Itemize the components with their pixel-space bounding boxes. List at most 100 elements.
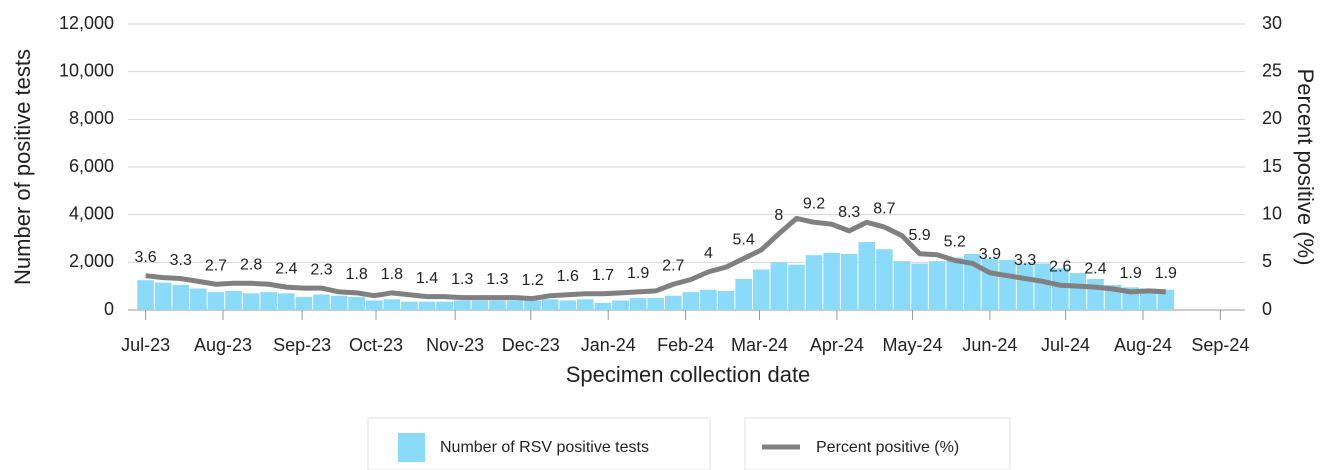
bar [999,259,1016,310]
bar [1087,279,1104,310]
x-tick-label: Nov-23 [426,335,484,355]
value-label: 1.3 [486,271,508,288]
value-label: 5.2 [944,234,966,251]
bar [893,261,911,310]
value-label: 3.9 [979,246,1001,263]
bar [154,282,172,310]
bar [1157,289,1175,310]
bar [700,289,717,310]
value-label: 1.8 [346,266,368,283]
bar [682,292,700,310]
value-label: 8.7 [873,200,895,217]
value-label: 2.8 [240,257,262,274]
value-label: 1.4 [416,270,438,287]
value-label: 1.2 [521,272,543,289]
bar [770,262,788,310]
legend-box [744,417,1011,470]
bar [805,255,823,310]
bar [418,301,436,310]
x-tick-label: Jun-24 [962,335,1017,355]
x-tick-label: Oct-23 [349,335,403,355]
bar [946,257,964,310]
value-label: 1.9 [1120,265,1142,282]
x-axis-title: Specimen collection date [566,362,811,387]
x-tick-label: Feb-24 [657,335,714,355]
value-label: 1.8 [381,266,403,283]
bar [1034,263,1052,310]
line [145,215,1166,302]
x-tick-label: Aug-24 [1114,335,1172,355]
value-label: 3.3 [170,252,192,269]
value-label: 4 [704,245,713,262]
y-tick-label: 8,000 [69,108,114,128]
legend-label: Percent positive (%) [816,439,959,456]
bar [1016,263,1034,310]
x-tick-label: Jul-24 [1041,335,1090,355]
x-tick-label: Jul-23 [121,335,170,355]
y2-tick-label: 0 [1262,299,1272,319]
y2-axis-title: Percent positive (%) [1293,69,1318,266]
value-label: 2.4 [1084,260,1106,277]
value-label: 2.6 [1049,258,1071,275]
bar [981,258,999,310]
legend-swatch [398,433,425,462]
bar [330,295,348,310]
bar [629,298,647,310]
x-tick-label: Jan-24 [581,335,636,355]
bar [225,290,242,310]
bar [840,253,858,310]
y2-tick-label: 30 [1262,13,1282,33]
value-label: 1.9 [1155,265,1177,282]
bar [752,269,770,310]
y-tick-label: 12,000 [59,13,114,33]
value-label: 9.2 [803,196,825,213]
y-tick-label: 2,000 [69,251,114,271]
bar [278,293,295,310]
bar [137,280,154,310]
bar [401,301,418,310]
y-tick-label: 10,000 [59,60,114,80]
bar [506,300,524,310]
bar [823,252,840,310]
x-tick-label: Sep-23 [273,335,331,355]
bar [1139,288,1157,310]
x-tick-label: Dec-23 [502,335,560,355]
bar [383,299,401,310]
value-label: 1.6 [557,268,579,285]
bar [436,301,453,310]
value-label: 8 [774,207,783,224]
bar [295,296,313,310]
bar [858,242,876,310]
value-label: 1.3 [451,271,473,288]
bar [665,295,682,310]
bar [524,300,541,310]
bar [207,292,225,310]
bar [1069,273,1087,310]
value-label: 5.4 [733,232,755,249]
y2-tick-label: 15 [1262,156,1282,176]
bar [471,300,489,310]
bar [242,293,260,310]
x-tick-label: May-24 [883,335,943,355]
bar [190,288,207,310]
value-label: 3.3 [1014,252,1036,269]
bar [559,300,577,310]
bar [260,292,278,310]
y-tick-label: 4,000 [69,203,114,223]
bar [365,300,383,310]
value-label: 2.7 [205,257,227,274]
bar [788,264,805,310]
value-label: 2.7 [662,257,684,274]
value-label: 8.3 [838,204,860,221]
bar [541,299,559,310]
bar [1052,268,1069,310]
bar [489,300,506,310]
bar [647,298,665,310]
value-label: 2.4 [275,260,297,277]
value-label: 1.7 [592,267,614,284]
value-label: 1.9 [627,265,649,282]
x-tick-label: Aug-23 [194,335,252,355]
bar [313,294,330,310]
y-tick-label: 6,000 [69,156,114,176]
